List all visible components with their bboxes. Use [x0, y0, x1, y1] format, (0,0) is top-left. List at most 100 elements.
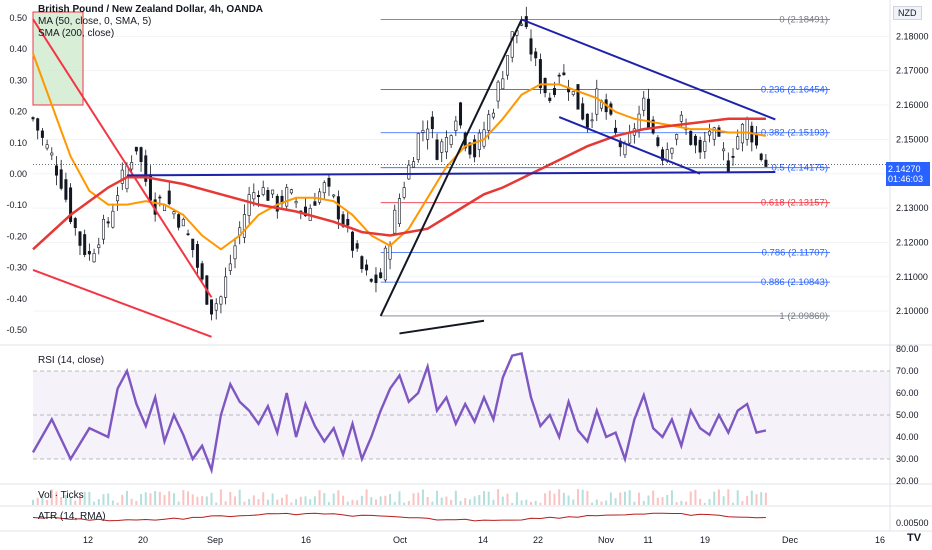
fibonacci-retracement: 0 (2.18491) 0.236 (2.16454) 0.382 (2.15193…: [380, 14, 830, 322]
time-tick-label: 20: [138, 535, 148, 545]
volume-bar: [229, 491, 232, 505]
candle-body: [177, 214, 181, 228]
volume-bar: [642, 500, 645, 505]
candle-body: [285, 187, 289, 207]
volume-bar: [149, 493, 152, 505]
candle-body: [294, 201, 298, 204]
time-tick-label: Dec: [782, 535, 799, 545]
volume-bar: [732, 502, 735, 505]
fib-level-label: 0.382 (2.15193): [761, 128, 828, 139]
volume-bar: [619, 492, 622, 505]
candle-body: [581, 103, 585, 120]
time-tick-label: 12: [83, 535, 93, 545]
volume-bar: [121, 494, 124, 505]
candle-body: [623, 143, 627, 156]
volume-bar: [652, 490, 655, 505]
volume-bar: [454, 490, 457, 505]
moving-averages: [32, 53, 767, 251]
candle-body: [698, 139, 702, 153]
candle-body: [210, 299, 214, 315]
volume-bar: [685, 501, 688, 505]
volume-bar: [562, 492, 565, 505]
candle-body: [303, 206, 307, 217]
candle-body: [759, 153, 763, 160]
candle-body: [355, 243, 359, 249]
volume-bar: [196, 496, 199, 505]
volume-bar: [764, 492, 767, 505]
fib-level-label: 0.5 (2.14175): [771, 163, 828, 174]
candle-body: [595, 88, 599, 115]
candle-body: [430, 116, 434, 130]
volume-bar: [93, 501, 96, 505]
volume-bar: [55, 491, 58, 505]
price-tick-label: 2.10000: [896, 306, 929, 316]
volume-bar: [689, 491, 692, 505]
left-tick-label: -0.20: [6, 231, 27, 241]
candle-body: [712, 127, 716, 140]
atr-tick-label: 0.00500: [896, 518, 929, 528]
volume-bar: [107, 493, 110, 505]
left-tick-label: 0.00: [9, 169, 27, 179]
volume-bar: [234, 496, 237, 505]
left-tick-label: -0.30: [6, 263, 27, 273]
volume-bar: [530, 502, 532, 505]
volume-bar: [520, 500, 523, 505]
volume-bar: [464, 498, 467, 505]
candle-body: [97, 244, 101, 248]
volume-bar: [285, 494, 288, 505]
volume-bar: [544, 493, 547, 505]
volume-bar: [64, 494, 67, 505]
candle-body: [172, 211, 176, 215]
time-tick-label: 16: [301, 535, 311, 545]
candle-body: [538, 59, 542, 89]
candle-body: [318, 191, 322, 203]
volume-bar: [384, 495, 387, 505]
trendline: [399, 319, 485, 335]
candle-body: [426, 128, 430, 140]
candle-body: [69, 187, 73, 223]
volume-bar: [281, 497, 283, 505]
time-tick-label: Nov: [598, 535, 615, 545]
tradingview-logo: TV: [907, 532, 922, 544]
volume-bar: [168, 491, 171, 505]
candle-body: [31, 117, 35, 120]
volume-bar: [327, 502, 330, 505]
volume-bar: [276, 499, 279, 505]
left-tick-label: -0.10: [6, 200, 27, 210]
volume-bar: [393, 501, 396, 505]
volume-bar: [295, 499, 298, 505]
currency-badge[interactable]: NZD: [893, 6, 922, 20]
candle-body: [675, 134, 679, 140]
volume-bar: [675, 502, 678, 505]
candle-body: [214, 303, 218, 311]
candle-body: [92, 253, 96, 263]
volume-bar: [445, 496, 448, 505]
candle-body: [374, 274, 378, 284]
time-tick-label: Oct: [393, 535, 408, 545]
candle-body: [628, 132, 632, 144]
price-tick-label: 2.13000: [896, 203, 929, 213]
candle-body: [242, 214, 246, 238]
volume-bar: [111, 500, 114, 505]
volume-bar: [450, 499, 453, 505]
volume-bar: [356, 500, 359, 505]
volume-bar: [210, 492, 213, 505]
left-tick-label: 0.30: [9, 75, 27, 85]
rsi-pane: [31, 351, 890, 475]
candle-body: [83, 234, 87, 255]
volume-bar: [628, 490, 631, 505]
time-tick-label: 11: [643, 535, 652, 545]
price-tick-label: 2.15000: [896, 134, 929, 144]
atr-line: [32, 512, 766, 522]
volume-bar: [478, 494, 481, 505]
volume-bar: [736, 490, 739, 505]
time-tick-label: 14: [478, 535, 488, 545]
volume-bar: [257, 499, 260, 505]
rsi-line: [31, 351, 767, 475]
volume-bar: [511, 502, 514, 505]
candle-body: [506, 55, 510, 76]
volume-bar: [431, 501, 434, 505]
candle-body: [646, 98, 650, 129]
volume-bar: [32, 499, 34, 505]
